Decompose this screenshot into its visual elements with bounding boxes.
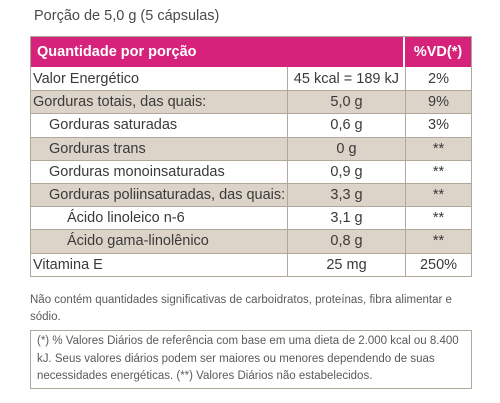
nutrient-name: Gorduras monoinsaturadas bbox=[49, 163, 225, 180]
nutrient-amount: 0,6 g bbox=[287, 114, 405, 137]
nutrient-name: Gorduras totais, das quais: bbox=[33, 94, 207, 111]
table-row: Gorduras totais, das quais: 5,0 g 9% bbox=[31, 90, 471, 114]
nutrient-amount: 5,0 g bbox=[287, 91, 405, 114]
nutrient-vd: ** bbox=[405, 230, 471, 253]
table-header: Quantidade por porção %VD(*) bbox=[31, 37, 471, 67]
nutrient-amount: 0,8 g bbox=[287, 230, 405, 253]
header-quantity-label: Quantidade por porção bbox=[37, 44, 197, 60]
nutrient-amount: 0,9 g bbox=[287, 160, 405, 183]
table-row: Gorduras saturadas 0,6 g 3% bbox=[31, 113, 471, 137]
table-row: Gorduras monoinsaturadas 0,9 g ** bbox=[31, 159, 471, 183]
table-row: Gorduras poliinsaturadas, das quais: 3,3… bbox=[31, 182, 471, 207]
table-row: Valor Energético 45 kcal = 189 kJ 2% bbox=[31, 67, 471, 91]
header-vd-label: %VD(*) bbox=[403, 37, 471, 67]
nutrient-amount: 3,3 g bbox=[287, 183, 405, 207]
nutrient-vd: ** bbox=[405, 183, 471, 207]
nutrient-name: Valor Energético bbox=[33, 70, 140, 87]
nutrient-amount: 0 g bbox=[287, 137, 405, 160]
nutrient-name: Gorduras trans bbox=[49, 140, 146, 157]
table-row: Vitamina E 25 mg 250% bbox=[31, 252, 471, 276]
nutrient-name: Gorduras saturadas bbox=[49, 117, 178, 134]
nutrient-name: Ácido gama-linolênico bbox=[67, 233, 209, 250]
nutrient-vd: ** bbox=[405, 207, 471, 230]
nutrient-name: Gorduras poliinsaturadas, das quais: bbox=[49, 187, 286, 204]
table-row: Ácido gama-linolênico 0,8 g ** bbox=[31, 229, 471, 253]
nutrient-amount: 45 kcal = 189 kJ bbox=[287, 67, 405, 91]
nutrient-amount: 25 mg bbox=[287, 253, 405, 276]
nutrient-name: Vitamina E bbox=[33, 256, 103, 273]
table-row: Gorduras trans 0 g ** bbox=[31, 136, 471, 160]
footnote-box: (*) % Valores Diários de referência com … bbox=[30, 330, 472, 389]
table-row: Ácido linoleico n-6 3,1 g ** bbox=[31, 206, 471, 230]
nutrient-vd: 3% bbox=[405, 114, 471, 137]
nutrient-name: Ácido linoleico n-6 bbox=[67, 210, 185, 227]
portion-title: Porção de 5,0 g (5 cápsulas) bbox=[34, 8, 220, 24]
nutrition-note: Não contém quantidades significativas de… bbox=[30, 294, 452, 323]
nutrient-vd: 9% bbox=[405, 91, 471, 114]
nutrient-vd: 2% bbox=[405, 67, 471, 91]
nutrient-vd: ** bbox=[405, 137, 471, 160]
nutrient-amount: 3,1 g bbox=[287, 207, 405, 230]
nutrition-table: Quantidade por porção %VD(*) Valor Energ… bbox=[30, 36, 472, 277]
nutrient-vd: 250% bbox=[405, 253, 471, 276]
nutrient-vd: ** bbox=[405, 160, 471, 183]
